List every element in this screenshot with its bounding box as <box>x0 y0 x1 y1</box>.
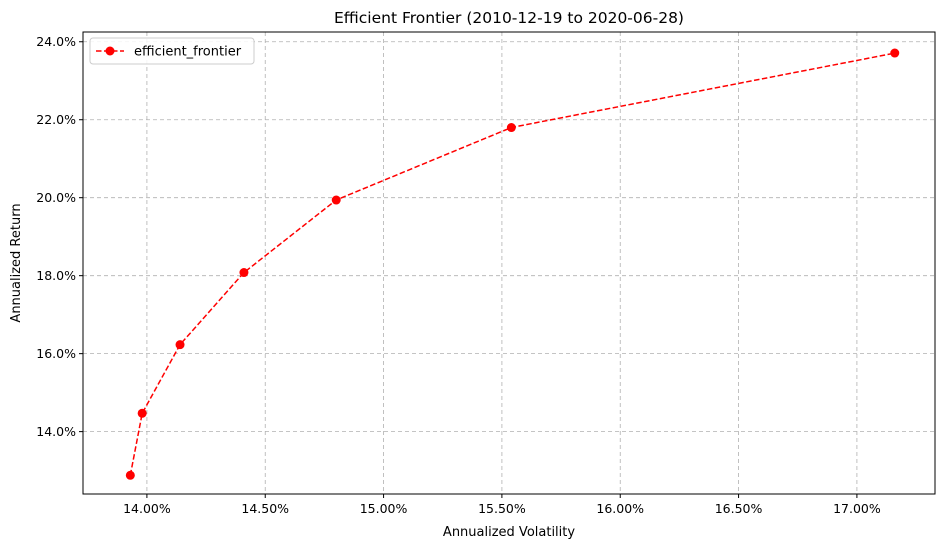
grid <box>83 32 935 494</box>
y-tick-label: 20.0% <box>36 190 76 205</box>
y-tick-label: 18.0% <box>36 268 76 283</box>
plot-frame <box>82 31 936 495</box>
data-point <box>239 268 249 278</box>
x-axis-label: Annualized Volatility <box>443 525 575 540</box>
data-point <box>175 340 185 350</box>
legend-marker <box>105 46 115 56</box>
data-point <box>890 48 900 58</box>
x-tick-label: 16.50% <box>715 501 763 516</box>
x-tick-label: 16.00% <box>596 501 644 516</box>
x-axis: 14.00% 14.50% 15.00% 15.50% 16.00% 16.50% 17.0… <box>123 494 881 516</box>
x-tick-label: 15.00% <box>360 501 408 516</box>
y-tick-label: 24.0% <box>36 34 76 49</box>
y-axis: 14.0% 16.0% 18.0% 20.0% 22.0% 24.0% <box>36 34 83 439</box>
series-line <box>129 52 895 476</box>
data-point <box>331 195 341 205</box>
x-tick-label: 17.00% <box>833 501 881 516</box>
legend: efficient_frontier <box>89 37 255 65</box>
data-point <box>506 123 516 133</box>
series-efficient-frontier <box>125 48 900 480</box>
legend-label: efficient_frontier <box>134 45 242 60</box>
data-point <box>125 470 135 480</box>
y-axis-label: Annualized Return <box>9 203 24 322</box>
y-tick-label: 22.0% <box>36 112 76 127</box>
chart-title: Efficient Frontier (2010-12-19 to 2020-0… <box>334 9 684 27</box>
y-tick-label: 16.0% <box>36 346 76 361</box>
y-tick-label: 14.0% <box>36 424 76 439</box>
x-tick-label: 14.50% <box>241 501 289 516</box>
data-point <box>137 408 147 418</box>
x-tick-label: 15.50% <box>478 501 526 516</box>
x-tick-label: 14.00% <box>123 501 171 516</box>
legend-box <box>89 37 255 65</box>
